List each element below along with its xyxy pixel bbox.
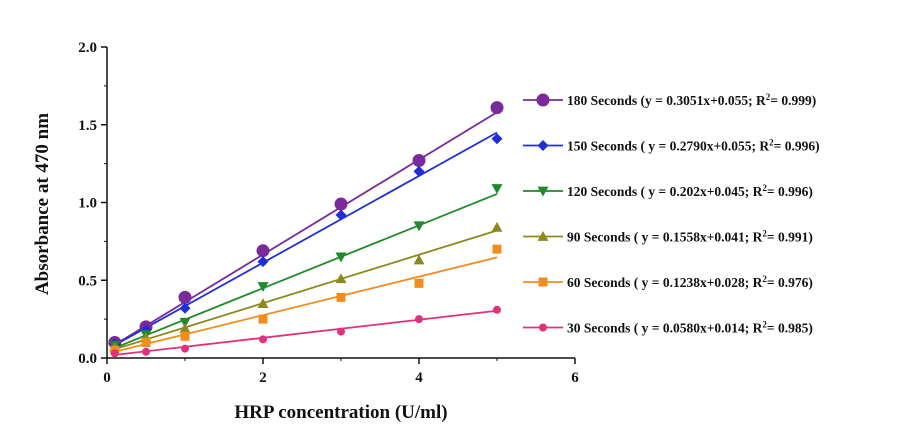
fit-line: [114, 193, 498, 349]
data-point: [335, 209, 347, 221]
data-point: [414, 278, 424, 288]
legend-label: 60 Seconds ( y = 0.1238x+0.028; R2= 0.97…: [567, 274, 813, 290]
data-point: [141, 337, 151, 347]
legend-marker: [536, 93, 550, 107]
fit-line: [114, 256, 498, 353]
data-point: [413, 221, 425, 232]
data-point: [257, 298, 269, 308]
fit-line: [114, 229, 498, 351]
y-tick-label: 0.0: [78, 351, 97, 367]
data-point: [180, 331, 190, 341]
fit-line: [114, 309, 498, 356]
data-point: [491, 133, 503, 145]
data-point: [142, 347, 150, 356]
y-tick-label: 0.5: [78, 273, 97, 289]
data-point: [490, 101, 504, 115]
y-axis-label: Absorbance at 470 nm: [32, 113, 53, 295]
data-point: [179, 302, 191, 314]
data-point: [334, 197, 348, 211]
data-point: [493, 305, 501, 314]
fit-lines: [114, 111, 498, 356]
data-point: [178, 290, 192, 304]
data-point: [491, 184, 503, 195]
fit-line: [114, 131, 498, 346]
data-point: [413, 165, 425, 177]
y-tick-label: 1.5: [78, 118, 97, 134]
legend-marker: [538, 277, 548, 287]
data-point: [257, 256, 269, 268]
data-point: [259, 335, 267, 344]
x-tick-label: 2: [259, 370, 267, 386]
data-point: [179, 317, 191, 328]
legend-marker: [537, 186, 549, 197]
legend: 180 Seconds (y = 0.3051x+0.055; R2= 0.99…: [523, 92, 820, 336]
x-tick-label: 6: [571, 370, 579, 386]
legend-marker: [539, 323, 547, 332]
data-point: [337, 327, 345, 336]
legend-label: 120 Seconds ( y = 0.202x+0.045; R2= 0.99…: [567, 183, 813, 199]
data-point: [257, 282, 269, 292]
legend-label: 90 Seconds ( y = 0.1558x+0.041; R2= 0.99…: [567, 229, 813, 245]
data-point: [256, 244, 270, 258]
data-point: [491, 221, 503, 232]
legend-marker: [537, 231, 549, 241]
x-tick-label: 0: [103, 370, 111, 386]
data-point: [335, 252, 347, 263]
data-point: [492, 244, 502, 254]
legend-marker: [537, 140, 549, 151]
data-point: [336, 292, 346, 302]
data-point: [413, 254, 425, 265]
y-tick-label: 1.0: [78, 196, 97, 212]
data-point: [415, 315, 423, 324]
data-point: [335, 273, 347, 284]
data-point: [412, 154, 426, 168]
data-point: [258, 314, 268, 324]
data-markers: [108, 101, 504, 358]
data-point: [181, 344, 189, 353]
data-point: [179, 322, 191, 333]
legend-label: 180 Seconds (y = 0.3051x+0.055; R2= 0.99…: [567, 92, 816, 108]
legend-label: 150 Seconds ( y = 0.2790x+0.055; R2= 0.9…: [567, 138, 820, 154]
y-tick-label: 2.0: [78, 40, 97, 56]
x-axis-label: HRP concentration (U/ml): [234, 402, 447, 423]
axes: 0.0 0.5 1.0 1.5 2.0 0 2 4 6: [78, 40, 579, 386]
x-tick-label: 4: [415, 370, 423, 386]
data-point: [110, 349, 119, 358]
legend-label: 30 Seconds ( y = 0.0580x+0.014; R2= 0.98…: [567, 320, 813, 336]
fit-line: [114, 111, 498, 346]
